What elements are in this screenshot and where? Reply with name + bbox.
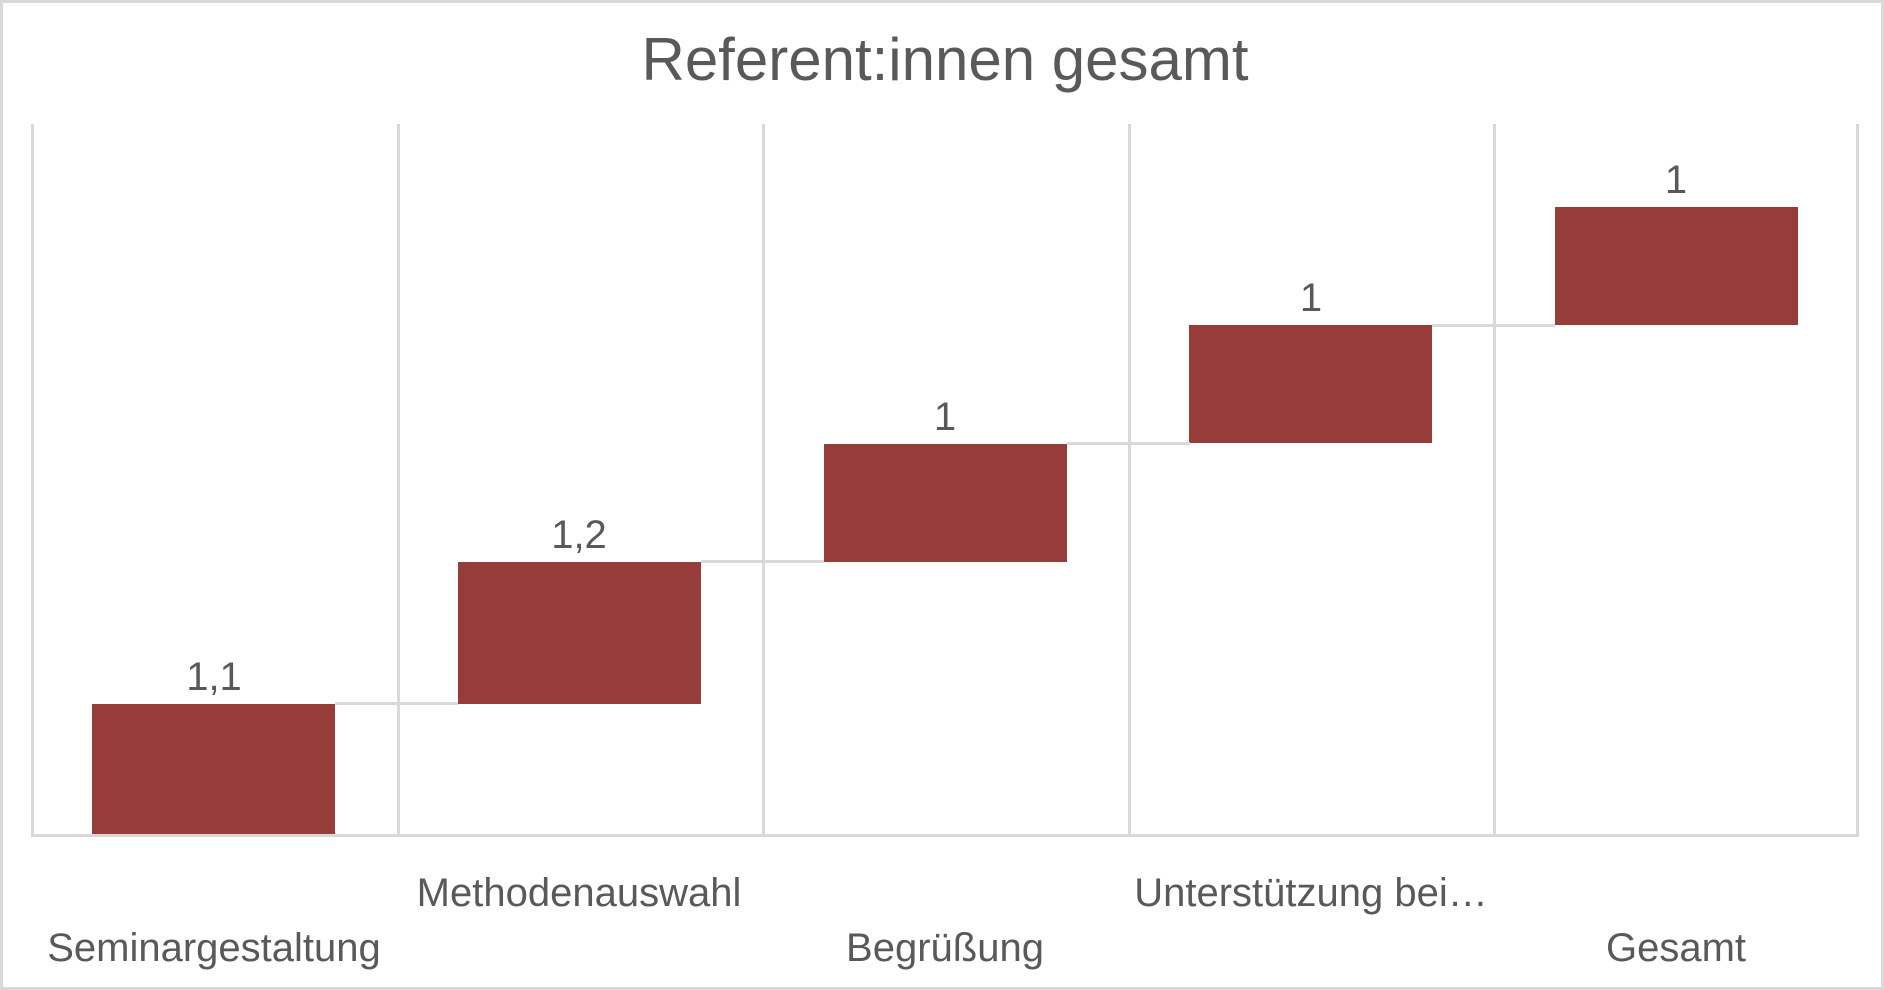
gridline [1856,124,1859,834]
plot-area: 1,1 1,2 1 1 1 [31,124,1859,837]
gridline [1128,124,1131,834]
bar-1 [458,562,701,704]
value-label: 1,1 [186,655,242,699]
category-label: Gesamt [1605,926,1747,970]
category-label: Unterstützung bei… [1134,871,1488,915]
connector-line [701,560,824,563]
bar-0 [92,704,335,834]
category-label: Begrüßung [846,926,1044,970]
category-label: Seminargestaltung [47,926,381,970]
bar-3 [1189,325,1432,443]
value-label: 1 [933,395,957,439]
gridline [397,124,400,834]
gridline [31,124,34,834]
category-axis-line [31,834,1859,837]
value-label: 1 [1299,276,1323,320]
gridline [762,124,765,834]
bar-2 [824,444,1067,562]
value-label: 1 [1664,158,1688,202]
bar-4 [1555,207,1798,325]
category-label: Methodenauswahl [416,871,742,915]
connector-line [1067,442,1190,445]
gridline [1493,124,1496,834]
chart-title: Referent:innen gesamt [641,26,1249,93]
connector-line [335,702,458,705]
connector-line [1432,324,1555,327]
value-label: 1,2 [551,513,607,557]
